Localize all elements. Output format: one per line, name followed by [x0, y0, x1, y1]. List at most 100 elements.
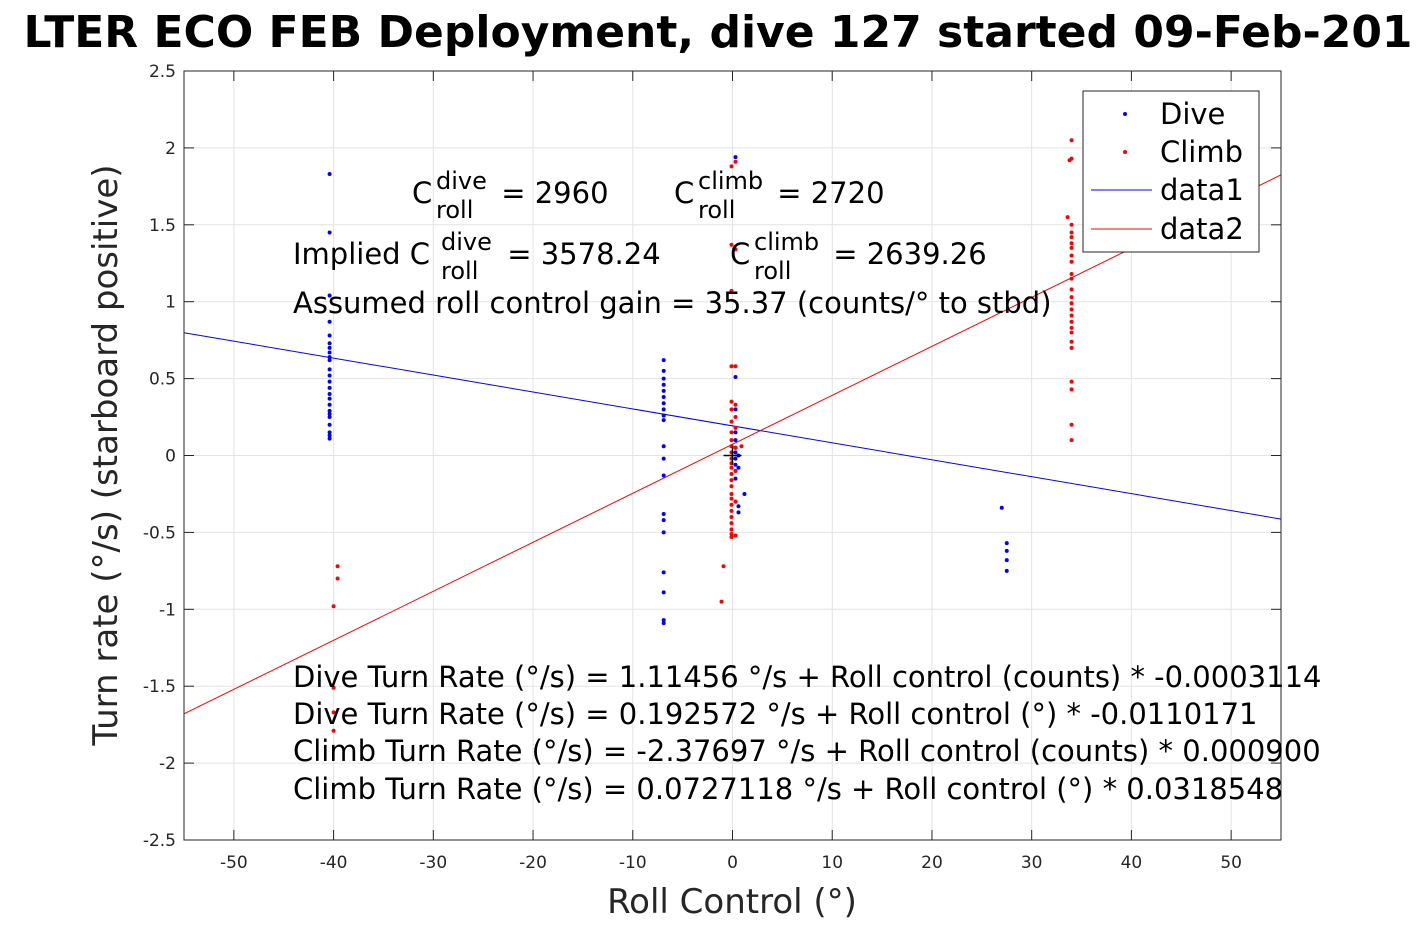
- chart-title: LTER ECO FEB Deployment, dive 127 starte…: [23, 7, 1412, 58]
- dive-point: [1004, 548, 1009, 553]
- dive-point: [661, 456, 666, 461]
- annotation-c-roll-climb: C climb roll = 2720: [674, 167, 885, 224]
- climb-point: [335, 564, 340, 569]
- dive-point: [327, 358, 332, 363]
- dive-point: [733, 430, 738, 435]
- c-roll-climb-base: C: [674, 176, 694, 210]
- implied-climb-sub: roll: [754, 257, 791, 285]
- climb-point: [733, 499, 738, 504]
- dive-point: [661, 590, 666, 595]
- c-roll-dive-sup: dive: [436, 167, 487, 195]
- c-roll-climb-value: = 2720: [768, 176, 885, 210]
- climb-point: [733, 468, 738, 473]
- legend-label-dive: Dive: [1160, 97, 1225, 131]
- fit-equation-3: Climb Turn Rate (°/s) = -2.37697 °/s + R…: [293, 734, 1321, 768]
- climb-point: [733, 445, 738, 450]
- legend-marker-climb: [1123, 150, 1127, 154]
- legend: Dive Climb data1 data2: [1082, 90, 1260, 253]
- y-tick-labels: -2.5 -2 -1.5 -1 -0.5 0 0.5 1 1.5 2 2.5: [143, 62, 176, 851]
- legend-label-climb: Climb: [1160, 135, 1243, 169]
- dive-point: [661, 511, 666, 516]
- implied-dive-value: = 3578.24: [498, 237, 661, 271]
- dive-point: [733, 456, 738, 461]
- dive-point: [733, 462, 738, 467]
- implied-dive-sub: roll: [441, 257, 478, 285]
- legend-box: [1082, 90, 1260, 253]
- climb-point: [729, 419, 734, 424]
- dive-point: [327, 367, 332, 372]
- climb-point: [1069, 438, 1074, 443]
- dive-point: [661, 621, 666, 626]
- climb-point: [1065, 215, 1070, 220]
- dive-point: [327, 396, 332, 401]
- dive-point: [327, 319, 332, 324]
- climb-point: [733, 364, 738, 369]
- implied-climb-base: C: [730, 237, 750, 271]
- climb-point: [729, 484, 734, 489]
- implied-climb-value: = 2639.26: [824, 237, 987, 271]
- climb-point: [729, 438, 734, 443]
- axis-ticks: [184, 70, 1281, 841]
- implied-dive-sup: dive: [441, 228, 492, 256]
- climb-point: [739, 444, 744, 449]
- climb-point: [1069, 276, 1074, 281]
- fit-equation-4: Climb Turn Rate (°/s) = 0.0727118 °/s + …: [293, 772, 1283, 806]
- y-tick-label: 2: [165, 139, 176, 159]
- x-tick-label: -30: [419, 853, 447, 873]
- climb-point: [729, 496, 734, 501]
- climb-point: [733, 402, 738, 407]
- y-tick-label: 0.5: [149, 370, 176, 390]
- x-tick-label: 50: [1220, 853, 1242, 873]
- climb-point: [729, 527, 734, 532]
- dive-point: [733, 407, 738, 412]
- climb-point: [719, 599, 724, 604]
- climb-point: [1069, 325, 1074, 330]
- c-roll-dive-value: = 2960: [492, 176, 609, 210]
- x-tick-label: 30: [1021, 853, 1043, 873]
- c-roll-climb-sup: climb: [698, 167, 763, 195]
- climb-point: [1069, 319, 1074, 324]
- climb-point: [729, 471, 734, 476]
- fit-equation-1: Dive Turn Rate (°/s) = 1.11456 °/s + Rol…: [293, 660, 1321, 694]
- climb-point: [1069, 387, 1074, 392]
- dive-point: [327, 293, 332, 298]
- dive-point: [661, 368, 666, 373]
- dive-point: [736, 504, 741, 509]
- dive-point: [733, 450, 738, 455]
- x-tick-label: 0: [727, 853, 738, 873]
- climb-point: [733, 247, 738, 252]
- climb-point: [729, 515, 734, 520]
- dive-point: [661, 473, 666, 478]
- dive-point: [327, 422, 332, 427]
- climb-point: [1069, 235, 1074, 240]
- climb-point: [1069, 345, 1074, 350]
- dive-point: [733, 438, 738, 443]
- dive-point: [661, 570, 666, 575]
- dive-point: [327, 433, 332, 438]
- dive-point: [327, 345, 332, 350]
- climb-point: [733, 415, 738, 420]
- dive-point: [327, 415, 332, 420]
- dive-point: [736, 465, 741, 470]
- climb-point: [1069, 138, 1074, 143]
- y-tick-label: 0: [165, 447, 176, 467]
- dive-point: [327, 373, 332, 378]
- annotation-gain: Assumed roll control gain = 35.37 (count…: [293, 286, 1052, 320]
- annotation-implied-dive: Implied C dive roll = 3578.24: [293, 228, 661, 285]
- climb-point: [1069, 422, 1074, 427]
- climb-point: [729, 465, 734, 470]
- climb-point: [721, 564, 726, 569]
- climb-point: [729, 491, 734, 496]
- dive-point: [327, 408, 332, 413]
- dive-point: [661, 530, 666, 535]
- climb-point: [729, 164, 734, 169]
- climb-point: [1069, 222, 1074, 227]
- x-tick-label: -20: [519, 853, 547, 873]
- fit-line-data2: [184, 174, 1281, 715]
- legend-label-data2: data2: [1160, 212, 1244, 246]
- dive-point: [327, 402, 332, 407]
- dive-point: [661, 395, 666, 400]
- dive-point: [327, 172, 332, 177]
- climb-point: [1069, 330, 1074, 335]
